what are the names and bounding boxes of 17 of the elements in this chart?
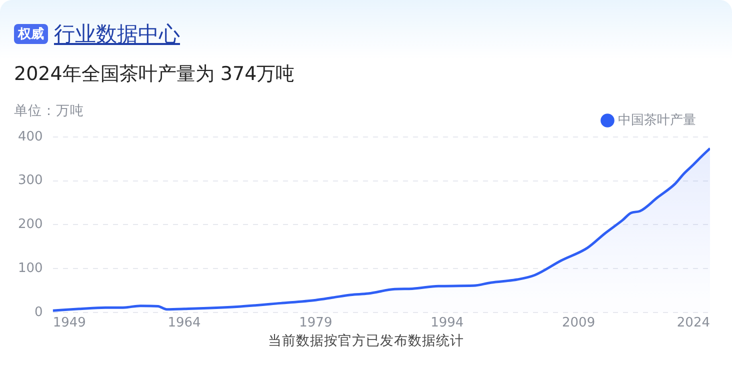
x-tick-label: 1979 (299, 316, 332, 331)
text: 当前数据按官方已发布数据统计 (267, 332, 465, 350)
y-axis-title: 单位：万吨 (14, 102, 84, 120)
chart-subtitle: 2024年全国茶叶产量为 374万吨 (14, 62, 295, 87)
legend-label: 中国茶叶产量 (618, 112, 696, 128)
y-tick-label: 400 (18, 129, 43, 144)
y-tick-label: 100 (18, 260, 43, 276)
text: 权威 (14, 24, 48, 44)
y-tick-label: 0 (34, 304, 43, 320)
x-tick-label: 2009 (562, 316, 596, 331)
chart-title: 行业数据中心 (54, 21, 180, 48)
y-tick-label: 200 (18, 217, 43, 232)
x-tick-label: 1994 (430, 316, 464, 331)
x-tick-label: 1949 (52, 316, 86, 331)
x-tick-label: 2024 (676, 316, 710, 331)
y-tick-label: 300 (18, 173, 43, 188)
x-tick-label: 1964 (168, 316, 201, 331)
